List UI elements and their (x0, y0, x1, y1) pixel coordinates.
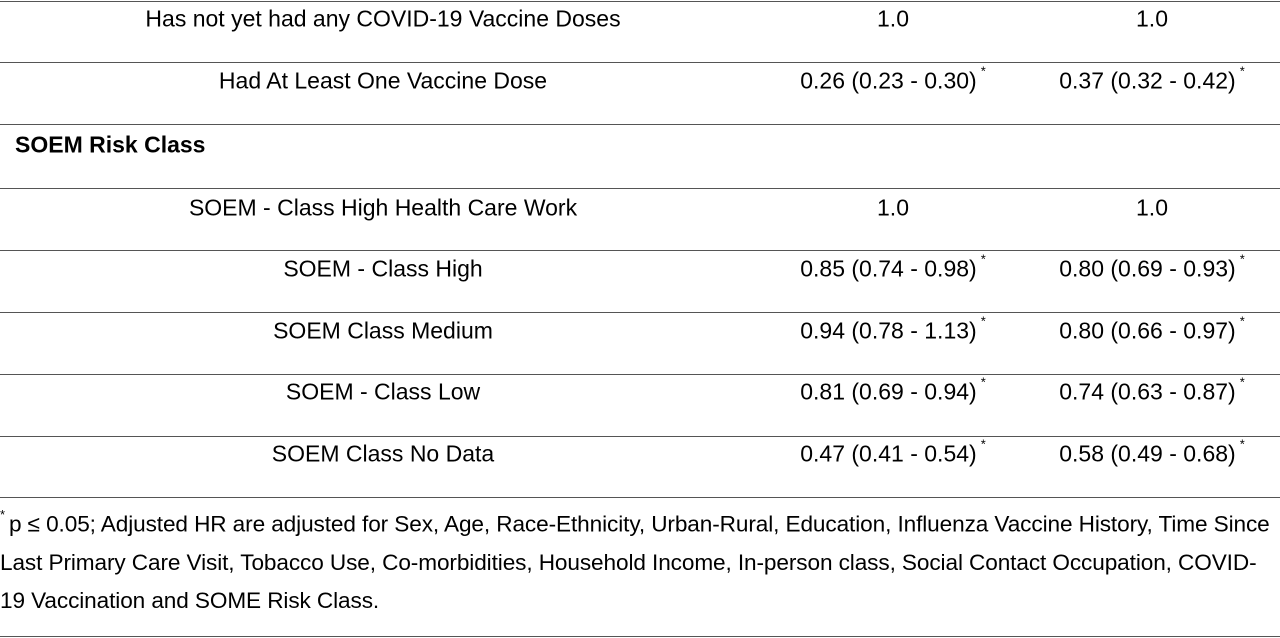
value-text: 0.37 (0.32 - 0.42) (1059, 67, 1236, 94)
rule (0, 188, 1280, 189)
value-cell: 0.26 (0.23 - 0.30) * (800, 64, 986, 95)
value-cell: 0.74 (0.63 - 0.87) * (1059, 375, 1245, 406)
significance-mark: * (980, 251, 986, 267)
rule (0, 1, 1280, 2)
value-text: 0.58 (0.49 - 0.68) (1059, 440, 1236, 467)
footnote-text: p ≤ 0.05; Adjusted HR are adjusted for S… (0, 511, 1270, 613)
value-cell: 0.80 (0.66 - 0.97) * (1059, 314, 1245, 345)
significance-mark: * (980, 313, 986, 329)
section-label: SOEM Risk Class (15, 131, 206, 158)
row-label: Has not yet had any COVID-19 Vaccine Dos… (145, 5, 621, 32)
value-cell: 0.47 (0.41 - 0.54) * (800, 437, 986, 468)
rule (0, 497, 1280, 498)
row-label: SOEM - Class High Health Care Work (188, 194, 578, 221)
value-text: 0.80 (0.69 - 0.93) (1059, 255, 1236, 282)
rule (0, 124, 1280, 125)
row-label: SOEM - Class Low (285, 378, 481, 405)
value-text: 0.47 (0.41 - 0.54) (800, 440, 977, 467)
value-text: 0.94 (0.78 - 1.13) (800, 317, 977, 344)
footnote-mark: * (0, 507, 5, 522)
value-text: 1.0 (877, 194, 909, 221)
rule (0, 636, 1280, 637)
value-text: 1.0 (1136, 5, 1168, 32)
value-text: 0.74 (0.63 - 0.87) (1059, 378, 1236, 405)
significance-mark: * (1239, 436, 1245, 452)
value-text: 1.0 (1136, 194, 1168, 221)
value-cell: 0.85 (0.74 - 0.98) * (800, 252, 986, 283)
significance-mark: * (1239, 313, 1245, 329)
row-label: SOEM Class Medium (273, 317, 493, 344)
row-label: Had At Least One Vaccine Dose (218, 67, 548, 94)
significance-mark: * (1239, 63, 1245, 79)
significance-mark: * (980, 63, 986, 79)
value-text: 0.81 (0.69 - 0.94) (800, 378, 977, 405)
row-label: SOEM Class No Data (271, 440, 495, 467)
value-cell: 0.81 (0.69 - 0.94) * (800, 375, 986, 406)
value-cell: 0.37 (0.32 - 0.42) * (1059, 64, 1245, 95)
value-text: 0.85 (0.74 - 0.98) (800, 255, 977, 282)
rule (0, 312, 1280, 313)
rule (0, 374, 1280, 375)
rule (0, 62, 1280, 63)
rule (0, 250, 1280, 251)
value-text: 0.80 (0.66 - 0.97) (1059, 317, 1236, 344)
significance-mark: * (980, 374, 986, 390)
value-cell: 1.0 (877, 195, 909, 222)
value-cell: 0.80 (0.69 - 0.93) * (1059, 252, 1245, 283)
footnote: * p ≤ 0.05; Adjusted HR are adjusted for … (0, 500, 1280, 620)
value-cell: 0.58 (0.49 - 0.68) * (1059, 437, 1245, 468)
value-text: 1.0 (877, 5, 909, 32)
value-cell: 1.0 (1136, 6, 1168, 33)
value-cell: 1.0 (877, 6, 909, 33)
significance-mark: * (1239, 374, 1245, 390)
significance-mark: * (1239, 251, 1245, 267)
row-label: SOEM - Class High (283, 255, 483, 282)
value-cell: 0.94 (0.78 - 1.13) * (800, 314, 986, 345)
significance-mark: * (980, 436, 986, 452)
value-text: 0.26 (0.23 - 0.30) (800, 67, 977, 94)
value-cell: 1.0 (1136, 195, 1168, 222)
rule (0, 436, 1280, 437)
